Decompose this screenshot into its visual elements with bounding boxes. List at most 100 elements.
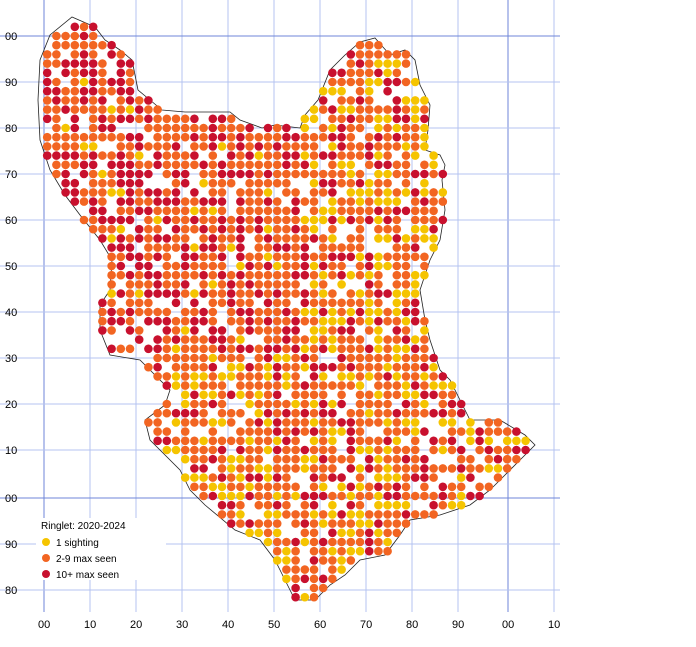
record-dot [291, 234, 300, 243]
record-dot [383, 188, 392, 197]
record-dot [144, 418, 153, 427]
record-dot [236, 261, 245, 271]
record-dot [401, 454, 411, 464]
record-dot [162, 197, 172, 206]
record-dot [309, 224, 319, 234]
record-dot [392, 510, 402, 519]
record-dot [429, 464, 438, 473]
record-dot [282, 344, 291, 354]
record-dot [337, 326, 346, 335]
record-dot [392, 362, 402, 372]
record-dot [392, 215, 402, 225]
record-dot [410, 362, 420, 372]
record-dot [318, 491, 328, 501]
record-dot [226, 353, 236, 363]
record-dot [245, 362, 254, 372]
record-dot [355, 353, 365, 363]
record-dot [309, 188, 319, 197]
record-dot [144, 344, 153, 354]
y-tick-label: 60 [5, 215, 17, 227]
record-dot [226, 482, 236, 492]
record-dot [346, 372, 356, 381]
record-dot [162, 234, 172, 243]
record-dot [318, 206, 328, 216]
record-dot [328, 160, 337, 170]
record-dot [190, 206, 199, 216]
record-dot [309, 500, 319, 510]
record-dot [309, 390, 319, 400]
record-dot [236, 224, 245, 234]
record-dot [282, 427, 291, 436]
record-dot [410, 169, 420, 179]
record-dot [52, 169, 61, 179]
record-dot [217, 252, 227, 262]
record-dot [98, 178, 107, 188]
record-dot [116, 132, 126, 142]
record-dot [42, 114, 52, 124]
record-dot [318, 537, 328, 547]
record-dot [392, 270, 402, 280]
record-dot [291, 362, 300, 372]
record-dot [98, 132, 107, 142]
record-dot [429, 362, 438, 372]
record-dot [420, 132, 429, 142]
record-dot [263, 491, 273, 501]
record-dot [401, 252, 411, 262]
record-dot [410, 243, 420, 252]
record-dot [318, 261, 328, 271]
record-dot [125, 307, 135, 317]
record-dot [254, 316, 264, 326]
record-dot [364, 464, 374, 473]
record-dot [245, 381, 254, 390]
record-dot [346, 270, 356, 280]
record-dot [300, 151, 310, 160]
record-dot [309, 408, 319, 418]
record-dot [466, 436, 475, 446]
record-dot [153, 362, 162, 372]
record-dot [328, 381, 337, 390]
record-dot [291, 270, 300, 280]
record-dot [162, 151, 172, 160]
record-dot [364, 372, 374, 381]
record-dot [318, 583, 328, 593]
record-dot [208, 326, 218, 335]
record-dot [318, 252, 328, 262]
record-dot [70, 142, 80, 151]
record-dot [438, 197, 448, 206]
record-dot [162, 307, 172, 317]
record-dot [383, 491, 392, 501]
record-dot [116, 270, 126, 280]
record-dot [337, 307, 346, 317]
record-dot [401, 399, 411, 409]
record-dot [355, 261, 365, 271]
record-dot [291, 546, 300, 556]
record-dot [401, 326, 411, 335]
record-dot [153, 418, 162, 427]
record-dot [309, 335, 319, 344]
record-dot [272, 160, 282, 170]
record-dot [153, 280, 162, 289]
record-dot [88, 188, 98, 197]
record-dot [318, 169, 328, 179]
record-dot [383, 261, 392, 271]
record-dot [263, 528, 273, 538]
record-dot [364, 178, 374, 188]
record-dot [208, 436, 218, 446]
record-dot [162, 280, 172, 289]
record-dot [88, 105, 98, 114]
record-dot [180, 234, 190, 243]
record-dot [328, 565, 337, 574]
record-dot [502, 436, 512, 446]
record-dot [346, 344, 356, 354]
record-dot [263, 224, 273, 234]
record-dot [217, 408, 227, 418]
record-dot [245, 445, 254, 455]
record-dot [208, 482, 218, 492]
record-dot [401, 151, 411, 160]
record-dot [374, 454, 383, 464]
record-dot [429, 160, 438, 170]
record-dot [162, 372, 172, 381]
record-dot [392, 482, 402, 492]
record-dot [392, 169, 402, 179]
record-dot [263, 206, 273, 216]
